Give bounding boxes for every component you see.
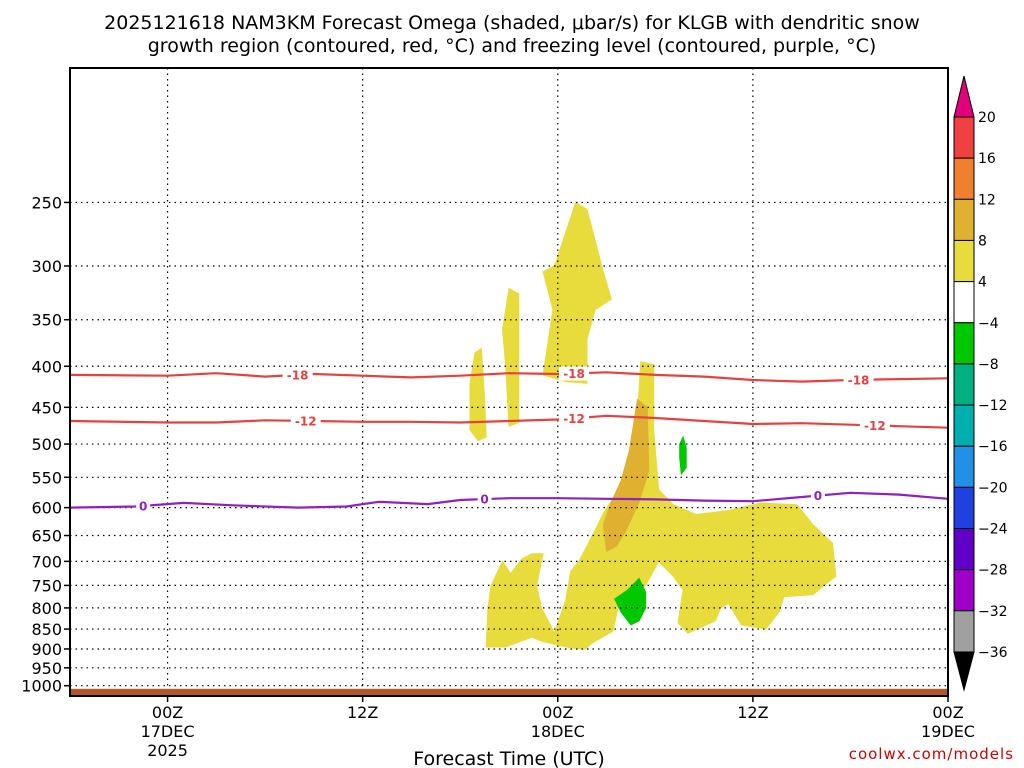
colorbar-swatch-7 (953, 404, 975, 447)
contour-label-bg-1-0 (290, 413, 321, 428)
ground-band (70, 688, 948, 696)
omega-region-4 (602, 398, 650, 553)
contour-label-bg-2-1 (477, 492, 492, 507)
y-tick-label-750: 750 (31, 576, 62, 595)
colorbar-label-13: −36 (978, 645, 1008, 661)
colorbar-label-5: −4 (978, 316, 999, 332)
omega-region-0 (542, 201, 612, 384)
contour-label-0-0: -18 (287, 368, 309, 382)
contour-label-bg-1-1 (559, 411, 590, 426)
colorbar-swatch-12 (953, 610, 975, 653)
x-tick-label-4: 00Z (932, 703, 963, 722)
colorbar-label-11: −28 (978, 563, 1008, 579)
colorbar-label-6: −8 (978, 357, 999, 373)
colorbar-swatch-2 (953, 198, 975, 241)
colorbar-bottom-arrow (953, 651, 975, 692)
contour-line-0 (69, 371, 949, 383)
colorbar-label-0: 20 (978, 110, 996, 126)
contour-label-1-1: -12 (563, 412, 585, 426)
x-tick-year-0: 2025 (147, 741, 188, 760)
y-tick-label-850: 850 (31, 620, 62, 639)
contour-label-2-1: 0 (480, 493, 488, 507)
colorbar-label-10: −24 (978, 522, 1008, 538)
contour-label-bg-1-2 (859, 418, 890, 433)
x-axis-label: Forecast Time (UTC) (413, 748, 604, 768)
x-tick-label-0: 00Z (152, 703, 183, 722)
contour-label-bg-2-0 (136, 498, 151, 513)
omega-region-1 (501, 287, 520, 427)
colorbar-label-12: −32 (978, 604, 1008, 620)
x-tick-label-2: 00Z (542, 703, 573, 722)
omega-region-6 (679, 435, 687, 476)
plot-frame (69, 67, 949, 697)
colorbar-swatch-11 (953, 569, 975, 612)
y-tick-label-650: 650 (31, 527, 62, 546)
contour-label-bg-0-1 (559, 366, 590, 381)
chart-title-line-2: growth region (contoured, red, °C) and f… (148, 35, 877, 57)
y-tick-label-500: 500 (31, 435, 62, 454)
omega-region-5 (614, 577, 647, 626)
contour-label-0-2: -18 (848, 373, 870, 387)
x-tick-date-0: 17DEC (141, 722, 195, 741)
omega-shading-layer (469, 201, 837, 650)
contour-layer: -18 -18 -18 -12 -12 -12 0 0 0 (69, 366, 949, 513)
omega-region-2 (469, 347, 487, 442)
colorbar-legend: 20 16 12 8 4 −4 −8 −12 −16 −20 −24 −28 −32 −36 (953, 75, 1008, 692)
contour-label-2-0: 0 (139, 499, 147, 513)
y-tick-label-450: 450 (31, 398, 62, 417)
contour-label-1-0: -12 (295, 414, 317, 428)
colorbar-top-arrow (953, 75, 975, 118)
colorbar-label-1: 16 (978, 151, 996, 167)
colorbar-swatch-1 (953, 157, 975, 200)
contour-label-2-2: 0 (814, 489, 822, 503)
contour-line-2 (69, 491, 949, 509)
credit-text: coolwx.com/models (849, 745, 1014, 763)
colorbar-swatch-8 (953, 445, 975, 488)
y-axis-ticks: 2503003504004505005506006507007508008509… (21, 193, 70, 696)
colorbar-swatch-10 (953, 528, 975, 571)
colorbar-label-7: −12 (978, 398, 1008, 414)
y-tick-label-800: 800 (31, 599, 62, 618)
y-tick-label-250: 250 (31, 193, 62, 212)
contour-label-1-2: -12 (864, 419, 886, 433)
y-tick-label-600: 600 (31, 499, 62, 518)
chart-title-line-1: 2025121618 NAM3KM Forecast Omega (shaded… (104, 12, 920, 34)
contour-label-bg-2-2 (810, 488, 825, 503)
y-tick-label-350: 350 (31, 311, 62, 330)
y-tick-label-900: 900 (31, 640, 62, 659)
y-tick-label-550: 550 (31, 468, 62, 487)
colorbar-swatch-4 (953, 281, 975, 324)
grid-lines (70, 68, 948, 696)
x-tick-date-2: 18DEC (531, 722, 585, 741)
contour-line-1 (69, 414, 949, 429)
x-tick-label-3: 12Z (737, 703, 768, 722)
colorbar-label-3: 8 (978, 233, 987, 249)
colorbar-label-8: −16 (978, 439, 1008, 455)
y-tick-label-400: 400 (31, 357, 62, 376)
x-tick-date-4: 19DEC (921, 722, 975, 741)
contour-label-0-1: -18 (563, 367, 585, 381)
colorbar-swatch-5 (953, 322, 975, 365)
colorbar-swatch-0 (953, 116, 975, 159)
contour-label-bg-0-2 (843, 372, 874, 387)
colorbar-label-4: 4 (978, 275, 987, 291)
colorbar-swatch-9 (953, 486, 975, 530)
colorbar-label-2: 12 (978, 192, 996, 208)
y-tick-label-700: 700 (31, 552, 62, 571)
ground-layer (70, 688, 948, 696)
y-tick-label-300: 300 (31, 257, 62, 276)
omega-region-3 (485, 361, 837, 650)
colorbar-swatch-6 (953, 363, 975, 406)
y-tick-label-1000: 1000 (21, 677, 62, 696)
x-tick-label-1: 12Z (347, 703, 378, 722)
colorbar-label-9: −20 (978, 480, 1008, 496)
colorbar-swatch-3 (953, 239, 975, 283)
contour-label-bg-0-0 (282, 367, 313, 382)
y-tick-label-950: 950 (31, 659, 62, 678)
